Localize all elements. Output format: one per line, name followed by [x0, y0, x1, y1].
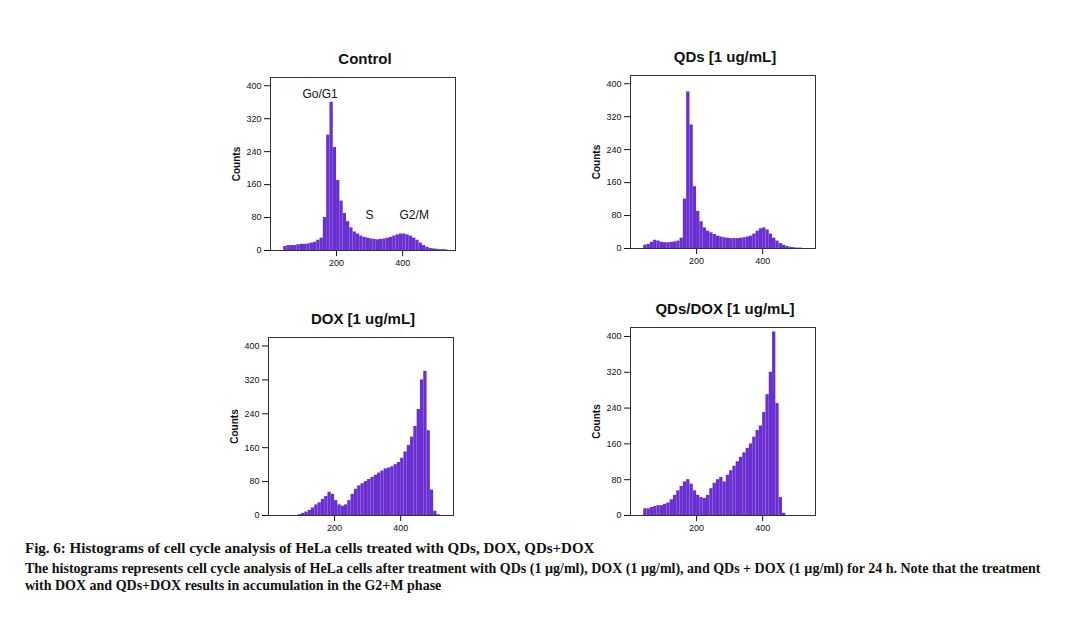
svg-text:Go/G1: Go/G1 — [302, 87, 338, 101]
svg-text:320: 320 — [606, 112, 621, 122]
svg-text:400: 400 — [395, 258, 410, 268]
svg-text:0: 0 — [616, 510, 621, 520]
svg-text:240: 240 — [246, 147, 261, 157]
svg-text:0: 0 — [256, 245, 261, 255]
svg-text:160: 160 — [606, 177, 621, 187]
svg-text:Counts: Counts — [591, 144, 602, 179]
svg-text:80: 80 — [611, 210, 621, 220]
svg-text:Counts: Counts — [229, 409, 240, 444]
html-text:QDs/DOX [1 ug/mL]: QDs/DOX [1 ug/mL] — [655, 300, 795, 317]
html-text:QDs [1 ug/mL]: QDs [1 ug/mL] — [673, 48, 777, 65]
html-text:The histograms represents cell: The histograms represents cell cycle ana… — [25, 561, 1041, 593]
html-text:DOX [1 ug/mL]: DOX [1 ug/mL] — [310, 310, 416, 327]
svg-text:200: 200 — [689, 523, 704, 533]
svg-text:400: 400 — [244, 341, 259, 351]
svg-text:200: 200 — [327, 523, 342, 533]
svg-text:400: 400 — [246, 81, 261, 91]
svg-text:320: 320 — [606, 367, 621, 377]
svg-text:160: 160 — [246, 179, 261, 189]
svg-text:80: 80 — [251, 212, 261, 222]
svg-text:400: 400 — [755, 523, 770, 533]
html-text:Fig. 6: Histograms of cell cyc: Fig. 6: Histograms of cell cycle analysi… — [25, 540, 595, 556]
svg-text:160: 160 — [244, 443, 259, 453]
svg-text:400: 400 — [755, 256, 770, 266]
svg-text:G2/M: G2/M — [400, 208, 429, 222]
svg-text:240: 240 — [606, 403, 621, 413]
svg-text:200: 200 — [689, 256, 704, 266]
svg-text:Counts: Counts — [231, 146, 242, 181]
svg-text:200: 200 — [329, 258, 344, 268]
svg-text:160: 160 — [606, 439, 621, 449]
svg-text:240: 240 — [606, 145, 621, 155]
svg-text:80: 80 — [611, 475, 621, 485]
svg-text:320: 320 — [244, 375, 259, 385]
svg-text:S: S — [366, 208, 374, 222]
svg-text:80: 80 — [249, 476, 259, 486]
svg-text:320: 320 — [246, 114, 261, 124]
svg-text:240: 240 — [244, 409, 259, 419]
svg-text:0: 0 — [616, 243, 621, 253]
svg-text:0: 0 — [254, 510, 259, 520]
svg-text:400: 400 — [606, 331, 621, 341]
svg-text:400: 400 — [393, 523, 408, 533]
svg-text:Counts: Counts — [591, 404, 602, 439]
svg-text:400: 400 — [606, 79, 621, 89]
html-text:Control: Control — [338, 50, 392, 67]
